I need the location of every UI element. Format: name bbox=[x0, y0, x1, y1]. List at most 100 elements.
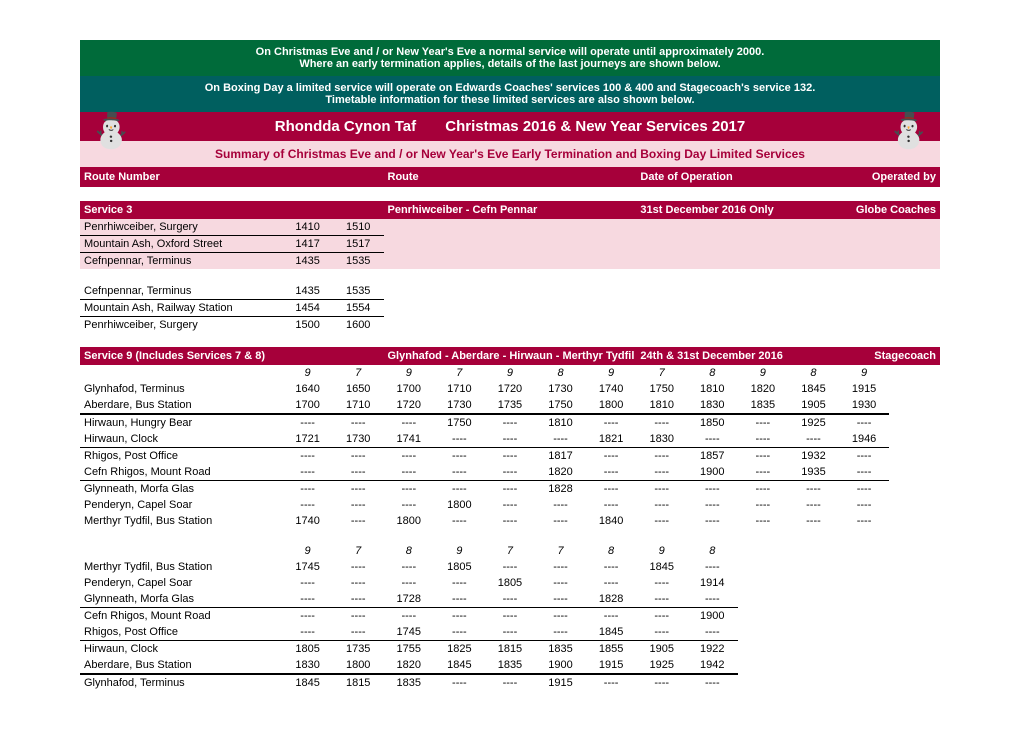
col-date: Date of Operation bbox=[636, 167, 838, 187]
time-cell: ---- bbox=[485, 559, 536, 575]
notice-line: Timetable information for these limited … bbox=[90, 94, 930, 106]
snowman-icon: ⛄ bbox=[888, 114, 930, 148]
table-row: Aberdare, Bus Station1830180018201845183… bbox=[80, 657, 940, 674]
time-cell: 1830 bbox=[636, 431, 687, 448]
time-cell: ---- bbox=[333, 513, 384, 529]
time-cell: 1535 bbox=[333, 253, 384, 270]
time-cell: ---- bbox=[839, 448, 890, 465]
notice-line: Where an early termination applies, deta… bbox=[90, 58, 930, 70]
table-row: Hirwaun, Hungry Bear------------1750----… bbox=[80, 414, 940, 431]
time-cell: ---- bbox=[687, 513, 738, 529]
time-cell: ---- bbox=[586, 497, 637, 513]
time-cell: 1800 bbox=[586, 397, 637, 414]
service-name: Service 3 bbox=[80, 201, 384, 219]
stop-name: Penderyn, Capel Soar bbox=[80, 575, 282, 591]
table-row: Merthyr Tydfil, Bus Station1745--------1… bbox=[80, 559, 940, 575]
table-row: Hirwaun, Clock172117301741------------18… bbox=[80, 431, 940, 448]
time-cell: 1535 bbox=[333, 283, 384, 300]
service-number-header: 9 bbox=[384, 365, 435, 381]
time-cell: 1820 bbox=[738, 381, 789, 397]
time-cell: ---- bbox=[738, 481, 789, 498]
time-cell: 1835 bbox=[384, 674, 435, 691]
table-row: Glynneath, Morfa Glas-------------------… bbox=[80, 481, 940, 498]
subtitle-bar: Summary of Christmas Eve and / or New Ye… bbox=[80, 141, 940, 167]
time-cell: ---- bbox=[636, 608, 687, 625]
time-cell: 1810 bbox=[636, 397, 687, 414]
stop-name: Merthyr Tydfil, Bus Station bbox=[80, 559, 282, 575]
time-cell: 1755 bbox=[384, 641, 435, 658]
time-cell: ---- bbox=[485, 674, 536, 691]
time-cell: ---- bbox=[535, 513, 586, 529]
time-cell: ---- bbox=[485, 464, 536, 481]
service-number-header: 9 bbox=[282, 543, 333, 559]
table-row bbox=[80, 529, 940, 543]
time-cell: 1435 bbox=[282, 253, 333, 270]
time-cell: 1800 bbox=[384, 513, 435, 529]
stop-name: Mountain Ash, Oxford Street bbox=[80, 236, 282, 253]
time-cell: ---- bbox=[636, 591, 687, 608]
stop-name: Merthyr Tydfil, Bus Station bbox=[80, 513, 282, 529]
time-cell: 1728 bbox=[384, 591, 435, 608]
time-cell: ---- bbox=[384, 575, 435, 591]
time-cell: 1810 bbox=[687, 381, 738, 397]
time-cell: ---- bbox=[687, 481, 738, 498]
time-cell: ---- bbox=[333, 608, 384, 625]
table-row: Route NumberRouteDate of OperationOperat… bbox=[80, 167, 940, 187]
time-cell: ---- bbox=[485, 591, 536, 608]
stop-name: Rhigos, Post Office bbox=[80, 624, 282, 641]
time-cell: 1845 bbox=[586, 624, 637, 641]
time-cell: ---- bbox=[282, 497, 333, 513]
service-date: 31st December 2016 Only bbox=[636, 201, 838, 219]
time-cell: ---- bbox=[586, 575, 637, 591]
notice-boxing-day: On Boxing Day a limited service will ope… bbox=[80, 76, 940, 112]
time-cell: ---- bbox=[282, 575, 333, 591]
time-cell: 1942 bbox=[687, 657, 738, 674]
time-cell: ---- bbox=[384, 481, 435, 498]
table-row: Service 9 (Includes Services 7 & 8)Glynh… bbox=[80, 347, 940, 365]
stop-name: Hirwaun, Clock bbox=[80, 431, 282, 448]
time-cell: 1835 bbox=[535, 641, 586, 658]
time-cell: ---- bbox=[738, 431, 789, 448]
time-cell: ---- bbox=[839, 464, 890, 481]
service-number-header: 8 bbox=[586, 543, 637, 559]
time-cell: ---- bbox=[434, 431, 485, 448]
time-cell: ---- bbox=[434, 464, 485, 481]
time-cell: ---- bbox=[687, 497, 738, 513]
table-row: Rhigos, Post Office--------------------1… bbox=[80, 448, 940, 465]
time-cell: ---- bbox=[636, 414, 687, 431]
time-cell: ---- bbox=[333, 575, 384, 591]
time-cell: ---- bbox=[485, 497, 536, 513]
time-cell: ---- bbox=[282, 608, 333, 625]
time-cell: ---- bbox=[636, 575, 687, 591]
notice-christmas-eve: On Christmas Eve and / or New Year's Eve… bbox=[80, 40, 940, 76]
time-cell: 1828 bbox=[535, 481, 586, 498]
table-row: Cefnpennar, Terminus14351535 bbox=[80, 283, 940, 300]
service-date: 24th & 31st December 2016 bbox=[636, 347, 838, 365]
time-cell: ---- bbox=[687, 431, 738, 448]
time-cell: ---- bbox=[788, 481, 839, 498]
table-row: Glynhafod, Terminus184518151835--------1… bbox=[80, 674, 940, 691]
time-cell: ---- bbox=[586, 674, 637, 691]
table-row bbox=[80, 269, 940, 283]
time-cell: 1500 bbox=[282, 317, 333, 334]
table-row: Rhigos, Post Office--------1745---------… bbox=[80, 624, 940, 641]
time-cell: 1915 bbox=[535, 674, 586, 691]
service-number-header: 7 bbox=[333, 543, 384, 559]
time-cell: 1900 bbox=[687, 608, 738, 625]
time-cell: ---- bbox=[434, 448, 485, 465]
time-cell: ---- bbox=[687, 624, 738, 641]
time-cell: ---- bbox=[788, 497, 839, 513]
stop-name: Penrhiwceiber, Surgery bbox=[80, 219, 282, 236]
time-cell: ---- bbox=[839, 497, 890, 513]
time-cell: 1820 bbox=[384, 657, 435, 674]
time-cell: 1730 bbox=[333, 431, 384, 448]
time-cell: 1741 bbox=[384, 431, 435, 448]
table-row: Penrhiwceiber, Surgery14101510 bbox=[80, 219, 940, 236]
table-row: Cefnpennar, Terminus14351535 bbox=[80, 253, 940, 270]
table-row: 978977898 bbox=[80, 543, 940, 559]
time-cell: ---- bbox=[636, 497, 687, 513]
time-cell: 1835 bbox=[485, 657, 536, 674]
time-cell: ---- bbox=[636, 674, 687, 691]
time-cell: ---- bbox=[384, 448, 435, 465]
time-cell: 1845 bbox=[434, 657, 485, 674]
